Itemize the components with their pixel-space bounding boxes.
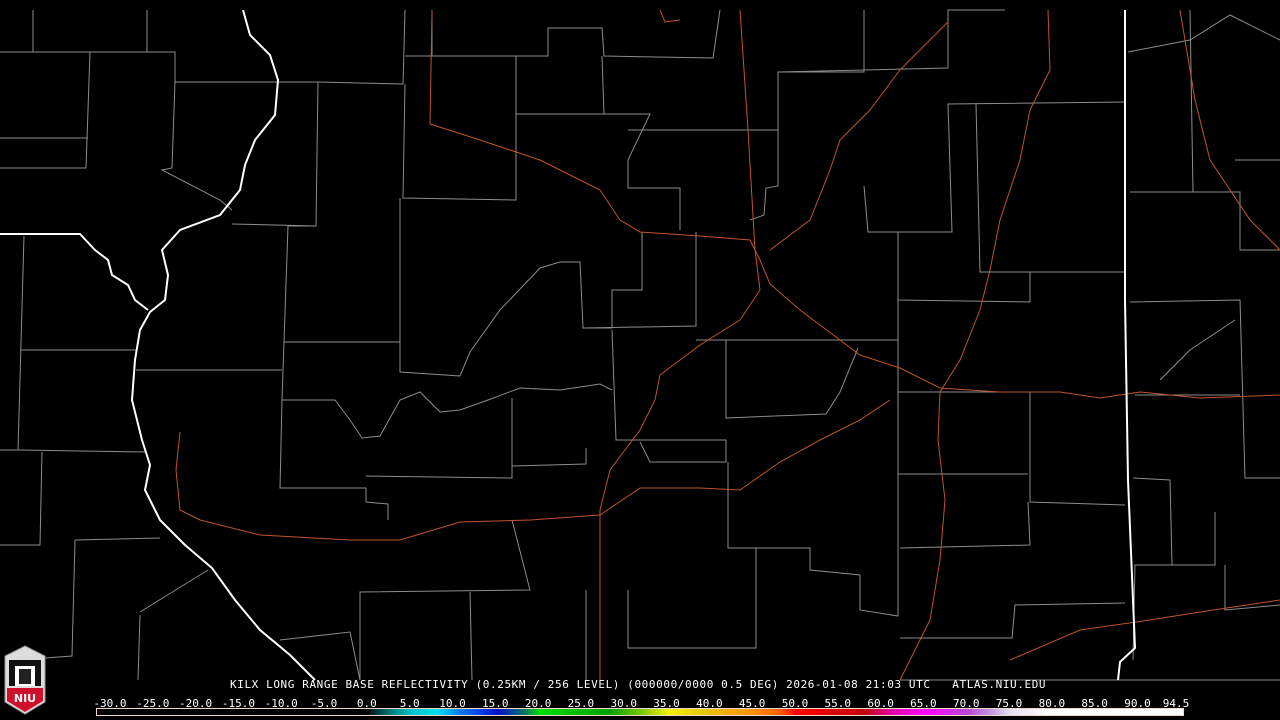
colorbar-tick-label: 5.0 (399, 697, 420, 710)
colorbar-tick-label: 80.0 (1038, 697, 1066, 710)
colorbar-tick-label: 30.0 (610, 697, 637, 710)
colorbar-tick-label: -30.0 (93, 697, 127, 710)
colorbar-tick-label: 50.0 (781, 697, 809, 710)
niu-logo: NIU (3, 644, 47, 720)
colorbar-tick-label: 25.0 (567, 697, 595, 710)
product-title: KILX LONG RANGE BASE REFLECTIVITY (0.25K… (230, 678, 1047, 691)
reflectivity-colorbar (96, 708, 1184, 716)
state-borders (0, 9, 1137, 681)
colorbar-tick-label: 60.0 (867, 697, 894, 710)
colorbar-tick-label: 20.0 (524, 697, 552, 710)
colorbar-tick-label: 85.0 (1081, 697, 1108, 710)
colorbar-tick-label: 70.0 (952, 697, 980, 710)
colorbar-tick-label: -25.0 (136, 697, 170, 710)
colorbar-tick-label: 45.0 (738, 697, 766, 710)
colorbar-tick-label: -5.0 (310, 697, 338, 710)
logo-text: NIU (14, 692, 36, 705)
colorbar-tick-label: 0.0 (356, 697, 377, 710)
colorbar-tick-label: 55.0 (824, 697, 852, 710)
colorbar-tick-label: 94.5 (1162, 697, 1190, 710)
colorbar-tick-label: -10.0 (264, 697, 298, 710)
colorbar-tick-label: -15.0 (221, 697, 255, 710)
colorbar-tick-label: 40.0 (696, 697, 723, 710)
colorbar-labels: -30.0 -25.0 -20.0 -15.0 -10.0 -5.0 0.0 5.0 10.0 1… (93, 697, 1194, 710)
county-lines (0, 9, 1280, 681)
colorbar-tick-label: 75.0 (995, 697, 1023, 710)
highways (175, 9, 1280, 681)
colorbar-tick-label: 65.0 (910, 697, 937, 710)
colorbar-tick-label: 15.0 (482, 697, 509, 710)
colorbar-tick-label: 10.0 (439, 697, 466, 710)
colorbar-tick-label: 90.0 (1124, 697, 1151, 710)
colorbar-tick-label: -20.0 (179, 697, 213, 710)
colorbar-tick-label: 35.0 (653, 697, 680, 710)
